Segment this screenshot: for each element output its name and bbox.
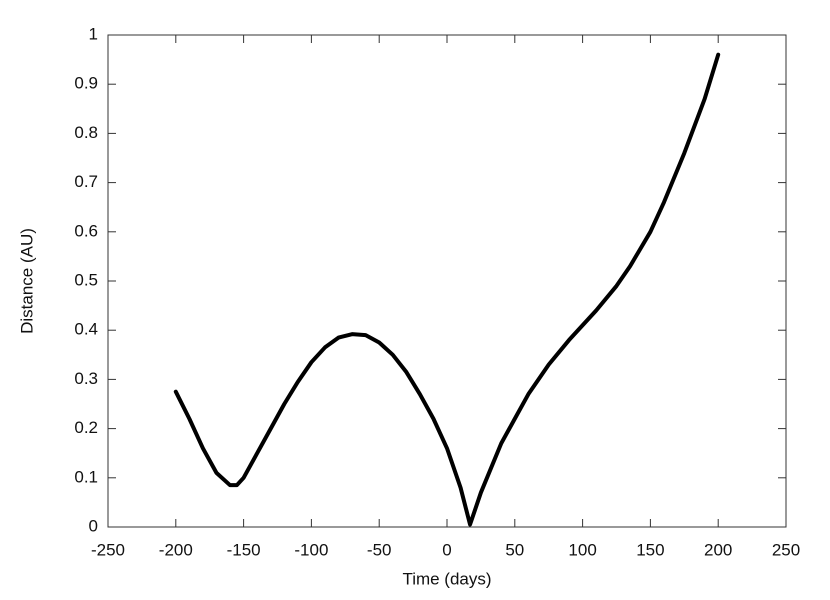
x-tick-label: 50 [505,540,524,559]
x-tick-label: -200 [159,540,193,559]
x-axis-label: Time (days) [402,569,491,588]
x-tick-label: -150 [227,540,261,559]
y-tick-label: 0.4 [74,320,98,339]
y-tick-label: 0.8 [74,123,98,142]
y-tick-label: 0.7 [74,172,98,191]
x-tick-label: 0 [442,540,451,559]
y-tick-label: 0 [89,516,98,535]
y-tick-label: 0.6 [74,221,98,240]
x-tick-label: 100 [568,540,596,559]
x-tick-label: -50 [367,540,392,559]
x-tick-label: 200 [704,540,732,559]
y-tick-label: 0.9 [74,74,98,93]
y-axis-label: Distance (AU) [17,228,36,334]
x-tick-label: 150 [636,540,664,559]
x-tick-label: 250 [772,540,800,559]
x-tick-label: -100 [294,540,328,559]
y-tick-label: 0.2 [74,418,98,437]
data-line [173,52,721,527]
y-tick-label: 0.3 [74,369,98,388]
x-tick-label: -250 [91,540,125,559]
y-tick-label: 1 [89,24,98,43]
y-tick-label: 0.5 [74,270,98,289]
y-tick-label: 0.1 [74,467,98,486]
